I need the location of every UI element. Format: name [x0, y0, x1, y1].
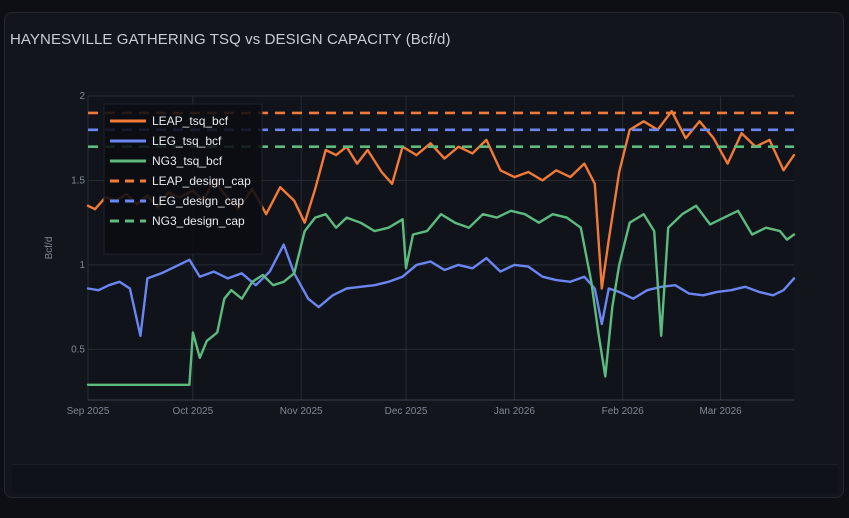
legend-box [103, 103, 263, 255]
axis-ticks: 0.5 1 1.5 2 Sep 2025 Oct 2025 Nov 2025 Dec 2025… [67, 91, 743, 417]
x-tick-label: Jan 2026 [494, 406, 536, 417]
x-tick-label: Mar 2026 [699, 406, 742, 417]
x-tick-label: Nov 2025 [280, 406, 323, 417]
y-tick-label: 0.5 [71, 344, 85, 355]
y-tick-label: 2 [79, 91, 85, 102]
legend-label[interactable]: LEG_design_cap [152, 194, 244, 208]
footer-band [12, 464, 838, 493]
x-tick-label: Feb 2026 [602, 406, 645, 417]
x-tick-label: Sep 2025 [67, 406, 110, 417]
legend[interactable]: LEAP_tsq_bcf LEG_tsq_bcf NG3_tsq_bcf LEAP_d… [103, 103, 263, 255]
y-tick-label: 1.5 [71, 175, 85, 186]
legend-label[interactable]: NG3_design_cap [152, 214, 245, 228]
x-tick-label: Dec 2025 [385, 406, 428, 417]
legend-label[interactable]: LEAP_design_cap [152, 174, 251, 188]
chart-title: HAYNESVILLE GATHERING TSQ vs DESIGN CAPA… [10, 31, 451, 48]
y-tick-label: 1 [79, 260, 85, 271]
legend-label[interactable]: LEG_tsq_bcf [152, 134, 222, 148]
legend-label[interactable]: NG3_tsq_bcf [152, 154, 223, 168]
series-line-leg-tsq-bcf[interactable] [86, 243, 796, 337]
y-axis-label: Bcf/d [44, 237, 55, 260]
series-line-ng3-tsq-bcf[interactable] [86, 204, 796, 386]
legend-label[interactable]: LEAP_tsq_bcf [152, 114, 229, 128]
x-tick-label: Oct 2025 [173, 406, 214, 417]
